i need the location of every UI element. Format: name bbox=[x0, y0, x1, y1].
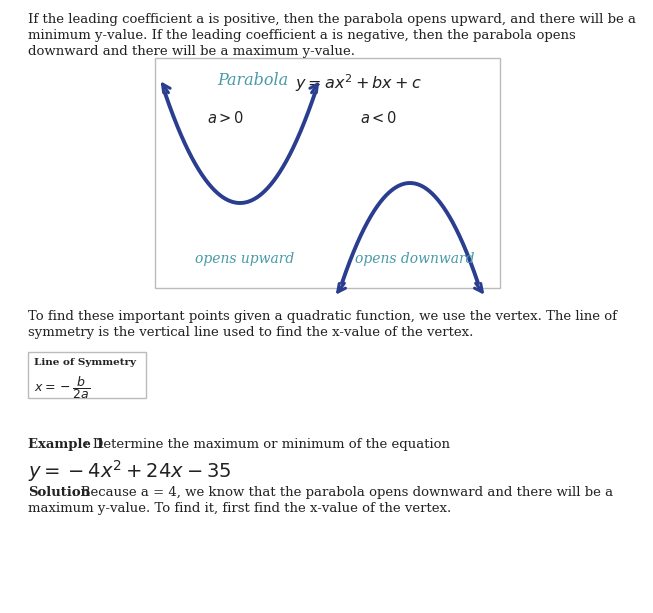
Text: $x = -\dfrac{b}{2a}$: $x = -\dfrac{b}{2a}$ bbox=[34, 374, 90, 401]
FancyBboxPatch shape bbox=[155, 58, 500, 288]
Text: : Because a = 4, we know that the parabola opens downward and there will be a: : Because a = 4, we know that the parabo… bbox=[72, 486, 613, 499]
Text: minimum y-value. If the leading coefficient a is negative, then the parabola ope: minimum y-value. If the leading coeffici… bbox=[28, 29, 576, 42]
Text: maximum y-value. To find it, first find the x-value of the vertex.: maximum y-value. To find it, first find … bbox=[28, 502, 451, 515]
Text: Example 1: Example 1 bbox=[28, 438, 104, 451]
Text: opens upward: opens upward bbox=[195, 252, 295, 266]
Text: symmetry is the vertical line used to find the x-value of the vertex.: symmetry is the vertical line used to fi… bbox=[28, 326, 473, 339]
Text: Line of Symmetry: Line of Symmetry bbox=[34, 358, 136, 367]
Text: To find these important points given a quadratic function, we use the vertex. Th: To find these important points given a q… bbox=[28, 310, 617, 323]
Text: $y = ax^2 + bx + c$: $y = ax^2 + bx + c$ bbox=[295, 72, 422, 94]
Text: downward and there will be a maximum y-value.: downward and there will be a maximum y-v… bbox=[28, 45, 355, 58]
Text: $a > 0$: $a > 0$ bbox=[207, 110, 244, 126]
Text: : Determine the maximum or minimum of the equation: : Determine the maximum or minimum of th… bbox=[84, 438, 450, 451]
FancyBboxPatch shape bbox=[28, 352, 146, 398]
Text: Parabola: Parabola bbox=[217, 72, 288, 89]
Text: $a < 0$: $a < 0$ bbox=[360, 110, 397, 126]
Text: opens downward: opens downward bbox=[355, 252, 475, 266]
Text: Solution: Solution bbox=[28, 486, 90, 499]
Text: $y = -4x^2 + 24x - 35$: $y = -4x^2 + 24x - 35$ bbox=[28, 458, 231, 484]
Text: If the leading coefficient a is positive, then the parabola opens upward, and th: If the leading coefficient a is positive… bbox=[28, 13, 636, 26]
